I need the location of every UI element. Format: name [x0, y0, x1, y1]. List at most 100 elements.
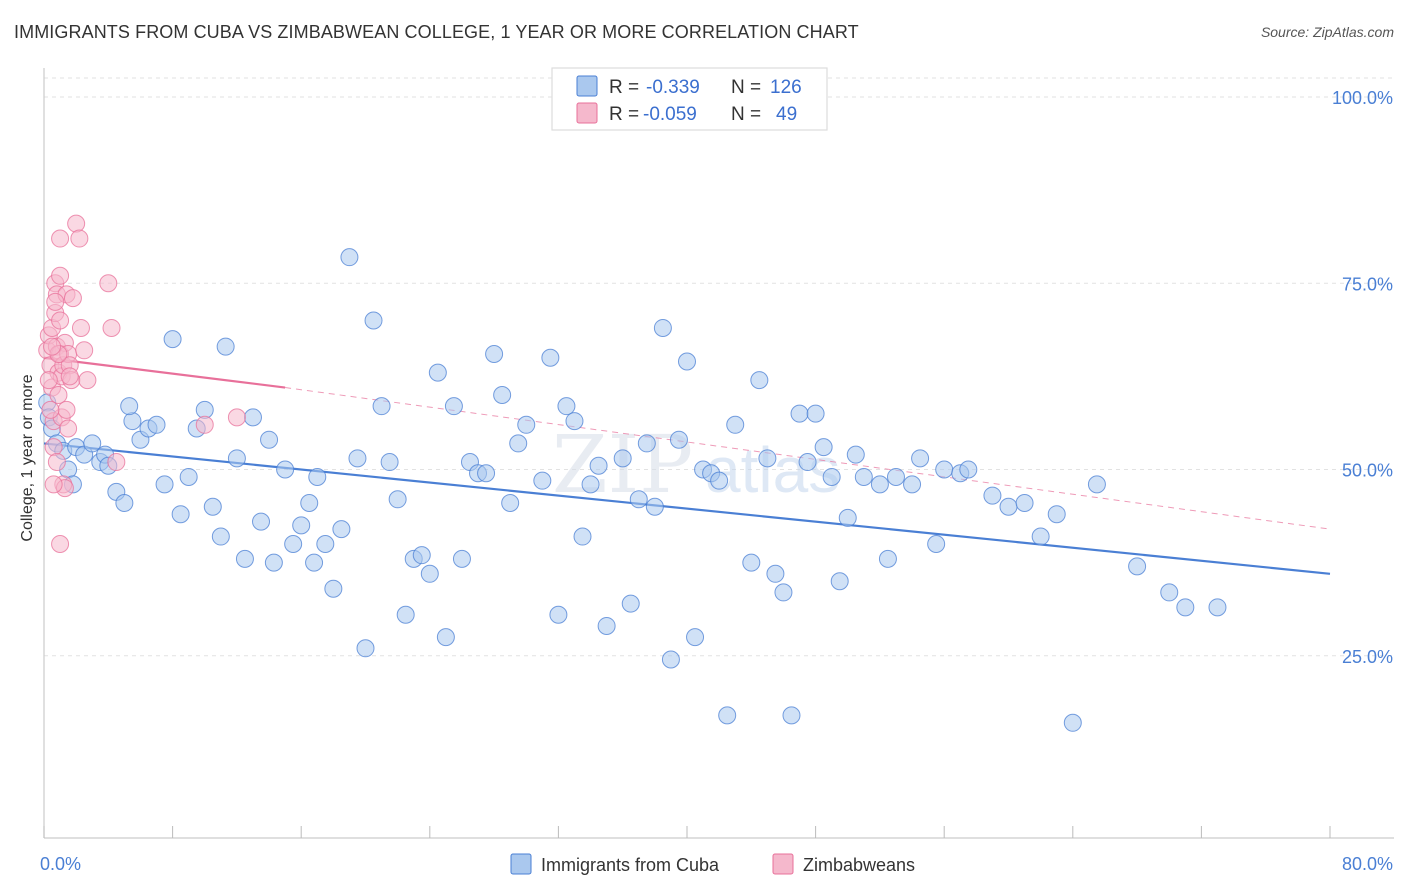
point-cuba — [179, 467, 198, 486]
point-zimbabwe — [107, 453, 126, 472]
y-tick-label: 100.0% — [1332, 88, 1393, 108]
point-cuba — [999, 497, 1018, 516]
point-cuba — [814, 438, 833, 457]
y-tick-label: 50.0% — [1342, 461, 1393, 481]
point-cuba — [444, 397, 463, 416]
point-cuba — [822, 467, 841, 486]
point-cuba — [235, 549, 254, 568]
point-cuba — [501, 494, 520, 513]
bottom-legend-label-zimbabwe: Zimbabweans — [803, 855, 915, 875]
point-zimbabwe — [71, 318, 90, 337]
point-cuba — [308, 467, 327, 486]
point-cuba — [83, 434, 102, 453]
correlation-legend: R = -0.339 N = 126 R = -0.059 N = 49 — [551, 67, 828, 131]
point-cuba — [806, 404, 825, 423]
point-cuba — [485, 345, 504, 364]
point-cuba — [428, 363, 447, 382]
axes — [43, 68, 1394, 839]
point-cuba — [903, 475, 922, 494]
point-cuba — [935, 460, 954, 479]
point-cuba — [115, 494, 134, 513]
point-cuba — [211, 527, 230, 546]
point-cuba — [557, 397, 576, 416]
point-cuba — [356, 639, 375, 658]
point-cuba — [517, 415, 536, 434]
point-cuba — [846, 445, 865, 464]
point-cuba — [959, 460, 978, 479]
point-zimbabwe — [63, 289, 82, 308]
point-cuba — [549, 605, 568, 624]
point-cuba — [911, 449, 930, 468]
point-cuba — [565, 412, 584, 431]
point-cuba — [1031, 527, 1050, 546]
point-zimbabwe — [195, 415, 214, 434]
point-cuba — [669, 430, 688, 449]
grid-lines — [44, 77, 1394, 657]
point-cuba — [340, 248, 359, 267]
point-cuba — [758, 449, 777, 468]
point-cuba — [790, 404, 809, 423]
series-legend: Immigrants from Cuba Zimbabweans — [510, 853, 915, 875]
point-cuba — [637, 434, 656, 453]
point-cuba — [216, 337, 235, 356]
y-tick-label: 75.0% — [1342, 274, 1393, 294]
point-cuba — [742, 553, 761, 572]
tick-labels: 25.0% 50.0% 75.0% 100.0% 0.0% 80.0% — [40, 88, 1393, 874]
point-cuba — [388, 490, 407, 509]
point-cuba — [292, 516, 311, 535]
point-cuba — [1176, 598, 1195, 617]
point-cuba — [661, 650, 680, 669]
point-cuba — [1208, 598, 1227, 617]
point-cuba — [726, 415, 745, 434]
point-cuba — [324, 579, 343, 598]
point-cuba — [452, 549, 471, 568]
point-zimbabwe — [43, 337, 62, 356]
point-cuba — [718, 706, 737, 725]
trend-lines — [43, 356, 1331, 575]
point-zimbabwe — [78, 371, 97, 390]
point-cuba — [163, 330, 182, 349]
point-zimbabwe — [102, 318, 121, 337]
point-zimbabwe — [47, 453, 66, 472]
point-cuba — [1160, 583, 1179, 602]
point-cuba — [243, 408, 262, 427]
point-cuba — [252, 512, 271, 531]
point-cuba — [533, 471, 552, 490]
point-cuba — [878, 549, 897, 568]
point-zimbabwe — [57, 400, 76, 419]
point-cuba — [155, 475, 174, 494]
legend-r-label-zimbabwe: R = — [609, 104, 639, 125]
point-zimbabwe — [44, 438, 63, 457]
legend-n-label-zimbabwe: N = — [731, 104, 761, 125]
point-cuba — [798, 453, 817, 472]
point-zimbabwe — [60, 367, 79, 386]
point-cuba — [621, 594, 640, 613]
point-cuba — [123, 412, 142, 431]
point-cuba — [686, 628, 705, 647]
point-cuba — [870, 475, 889, 494]
bottom-legend-swatch-zimbabwe — [772, 853, 794, 875]
legend-n-label-cuba: N = — [731, 77, 761, 98]
point-cuba — [477, 464, 496, 483]
legend-r-label-cuba: R = — [609, 77, 639, 98]
x-tick-label: 80.0% — [1342, 854, 1393, 874]
point-zimbabwe — [49, 386, 68, 404]
y-tick-label: 25.0% — [1342, 647, 1393, 667]
point-cuba — [573, 527, 592, 546]
point-cuba — [1047, 505, 1066, 524]
point-zimbabwe — [99, 274, 118, 293]
point-cuba — [750, 371, 769, 390]
point-cuba — [171, 505, 190, 524]
point-cuba — [284, 535, 303, 553]
point-zimbabwe — [51, 229, 70, 248]
point-cuba — [927, 535, 946, 553]
point-zimbabwe — [44, 475, 63, 494]
point-cuba — [305, 553, 324, 572]
point-cuba — [316, 535, 335, 553]
point-cuba — [260, 430, 279, 449]
point-cuba — [332, 520, 351, 539]
point-cuba — [147, 415, 166, 434]
point-cuba — [380, 453, 399, 472]
bottom-legend-label-cuba: Immigrants from Cuba — [541, 855, 720, 875]
